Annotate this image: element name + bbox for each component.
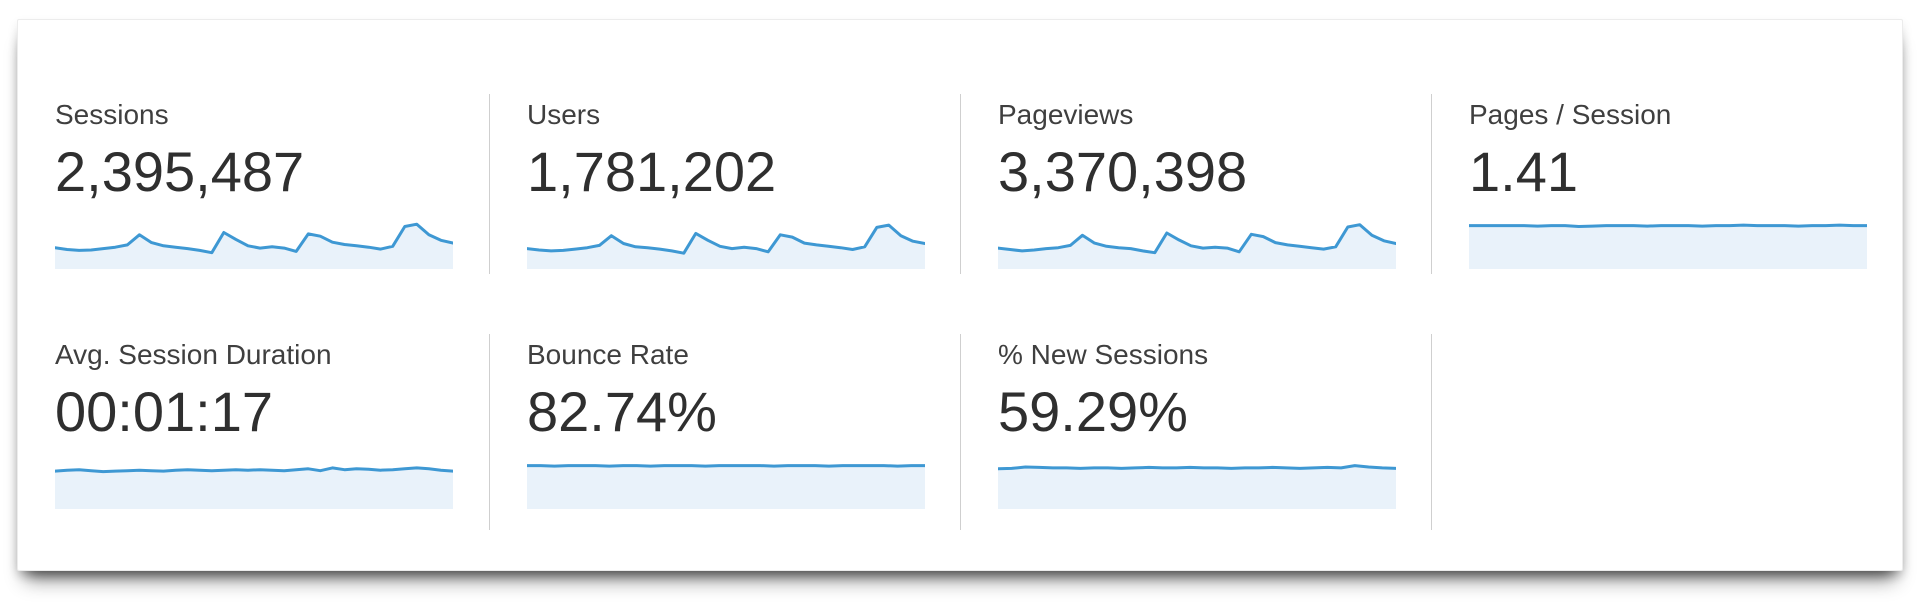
metric-card-bounce-rate[interactable]: Bounce Rate 82.74% [489,334,960,530]
pages-per-session-sparkline [1469,223,1867,269]
avg-session-duration-sparkline [55,466,453,509]
new-sessions-value: 59.29% [998,380,1188,443]
metric-card-new-sessions[interactable]: % New Sessions 59.29% [960,334,1431,530]
bounce-rate-sparkline [527,464,925,509]
avg-session-duration-label: Avg. Session Duration [55,339,332,370]
pages-per-session-value: 1.41 [1469,140,1578,203]
sessions-sparkline [55,222,453,269]
metric-card-sessions[interactable]: Sessions 2,395,487 [18,94,489,274]
bounce-rate-label: Bounce Rate [527,339,689,370]
metric-card-avg-session-duration[interactable]: Avg. Session Duration 00:01:17 [18,334,489,530]
users-value: 1,781,202 [527,140,777,203]
pages-per-session-label: Pages / Session [1469,99,1672,130]
empty-cell [1431,334,1902,530]
metrics-panel: Sessions 2,395,487 Users 1,781,202 Pagev… [17,19,1903,571]
pageviews-value: 3,370,398 [998,140,1248,203]
metrics-grid: Sessions 2,395,487 Users 1,781,202 Pagev… [18,94,1902,530]
users-label: Users [527,99,601,130]
pageviews-sparkline [998,223,1396,269]
sessions-label: Sessions [55,99,169,130]
sessions-value: 2,395,487 [55,140,305,203]
metric-card-pageviews[interactable]: Pageviews 3,370,398 [960,94,1431,274]
new-sessions-sparkline [998,464,1396,509]
new-sessions-label: % New Sessions [998,339,1209,370]
bounce-rate-value: 82.74% [527,380,717,443]
pageviews-label: Pageviews [998,99,1134,130]
metric-card-pages-per-session[interactable]: Pages / Session 1.41 [1431,94,1902,274]
metric-card-users[interactable]: Users 1,781,202 [489,94,960,274]
users-sparkline [527,223,925,269]
avg-session-duration-value: 00:01:17 [55,380,273,443]
